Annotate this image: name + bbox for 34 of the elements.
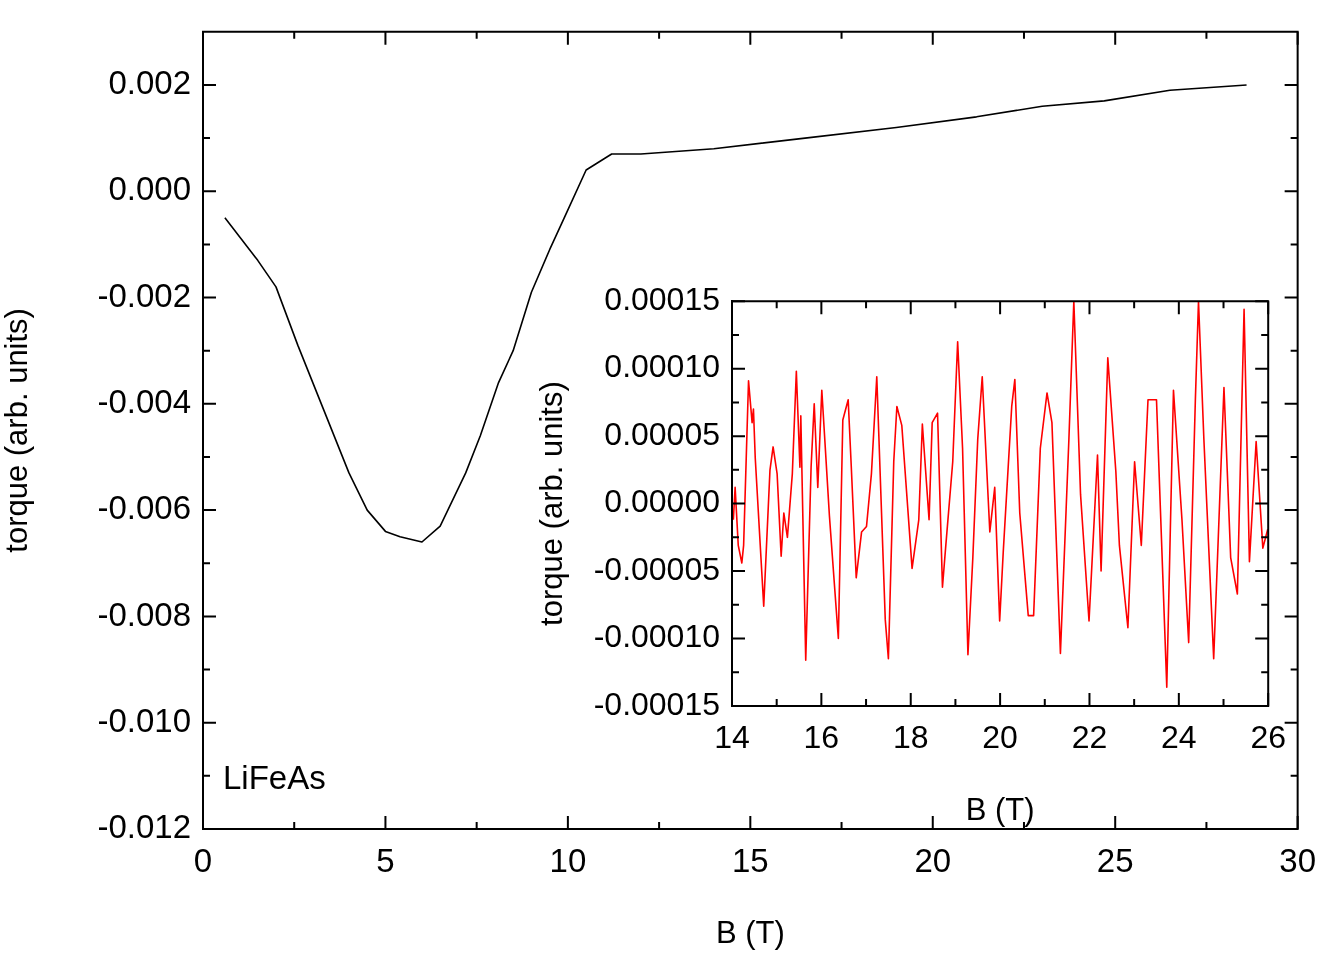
y-tick-label: 0.00010	[604, 348, 720, 385]
x-tick-label: 0	[193, 841, 213, 879]
x-tick-label: 18	[892, 719, 929, 756]
y-axis-title: torque (arb. units)	[0, 308, 35, 553]
x-axis-title: B (T)	[965, 791, 1035, 827]
y-tick-label: -0.006	[97, 489, 191, 527]
x-tick-label: 16	[803, 719, 840, 756]
y-tick-label: 0.00005	[604, 415, 720, 452]
y-tick-label: -0.010	[97, 701, 191, 739]
x-tick-label: 24	[1161, 719, 1197, 756]
x-tick-label: 14	[714, 719, 750, 756]
x-axis-title: B (T)	[715, 914, 785, 950]
x-tick-label: 30	[1279, 841, 1317, 879]
x-tick-label: 5	[376, 841, 395, 879]
y-tick-label: -0.00010	[593, 618, 720, 655]
y-tick-label: 0.002	[108, 64, 191, 102]
x-tick-label: 10	[549, 841, 587, 879]
y-tick-label: 0.00015	[604, 281, 720, 318]
x-tick-label: 20	[982, 719, 1018, 756]
y-tick-label: -0.00015	[593, 685, 720, 722]
x-tick-label: 22	[1071, 719, 1108, 756]
y-tick-label: -0.008	[97, 595, 191, 633]
x-tick-label: 20	[914, 841, 952, 879]
y-tick-label: -0.012	[97, 808, 191, 846]
y-tick-label: -0.002	[97, 276, 191, 314]
y-tick-label: 0.00000	[604, 483, 720, 520]
y-tick-label: 0.000	[108, 170, 191, 208]
x-tick-label: 15	[731, 841, 769, 879]
y-tick-label: -0.004	[97, 382, 191, 420]
annotation: LiFeAs	[223, 759, 326, 796]
y-tick-label: -0.00005	[593, 550, 720, 587]
x-tick-label: 26	[1250, 719, 1286, 756]
x-tick-label: 25	[1096, 841, 1134, 879]
y-axis-title: torque (arb. units)	[534, 381, 570, 626]
